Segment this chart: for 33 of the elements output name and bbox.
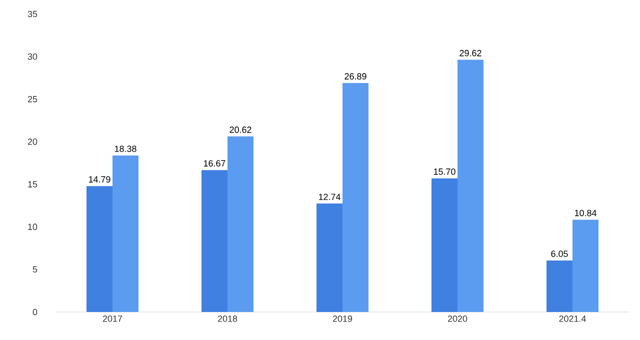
x-tick-label: 2021.4 (559, 316, 586, 322)
bar (342, 83, 369, 312)
data-label: 16.67 (204, 160, 226, 167)
bar (228, 136, 254, 312)
y-tick-label: 0 (32, 308, 38, 316)
bar (458, 60, 484, 312)
x-tick-label: 2020 (448, 316, 468, 322)
data-label: 20.62 (230, 126, 252, 133)
data-label: 10.84 (574, 210, 596, 216)
data-label: 18.38 (114, 146, 136, 152)
data-label: 15.70 (434, 168, 456, 175)
y-tick-label: 25 (28, 96, 38, 102)
bar (202, 170, 228, 312)
data-label: 26.89 (344, 73, 366, 80)
bar (546, 260, 573, 312)
data-label: 14.79 (88, 176, 110, 183)
data-label: 12.74 (318, 194, 340, 200)
bar (112, 156, 138, 312)
data-label: 6.05 (551, 250, 568, 257)
y-tick-label: 10 (28, 224, 38, 230)
y-tick-label: 35 (28, 10, 38, 18)
y-tick-label: 5 (32, 266, 38, 273)
x-tick-label: 2017 (102, 316, 122, 322)
y-tick-label: 20 (28, 138, 38, 145)
bar (86, 186, 112, 312)
bar (432, 178, 458, 312)
bar (316, 204, 343, 312)
x-tick-label: 2019 (332, 316, 352, 322)
y-tick-label: 30 (28, 53, 38, 60)
bar (572, 220, 599, 312)
x-tick-label: 2018 (218, 316, 238, 322)
data-label: 29.62 (460, 50, 482, 56)
y-tick-label: 15 (28, 181, 38, 188)
